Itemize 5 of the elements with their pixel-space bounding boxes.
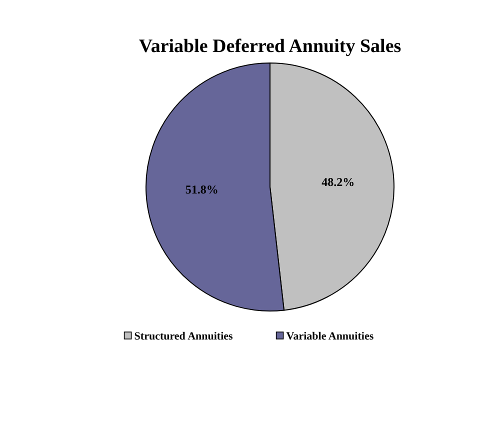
chart-title: Variable Deferred Annuity Sales xyxy=(138,36,402,57)
data-label: 51.8% xyxy=(185,182,218,197)
data-label: 48.2% xyxy=(322,174,355,189)
legend-label: Structured Annuities xyxy=(134,330,234,343)
legend-label: Variable Annuities xyxy=(286,330,374,343)
